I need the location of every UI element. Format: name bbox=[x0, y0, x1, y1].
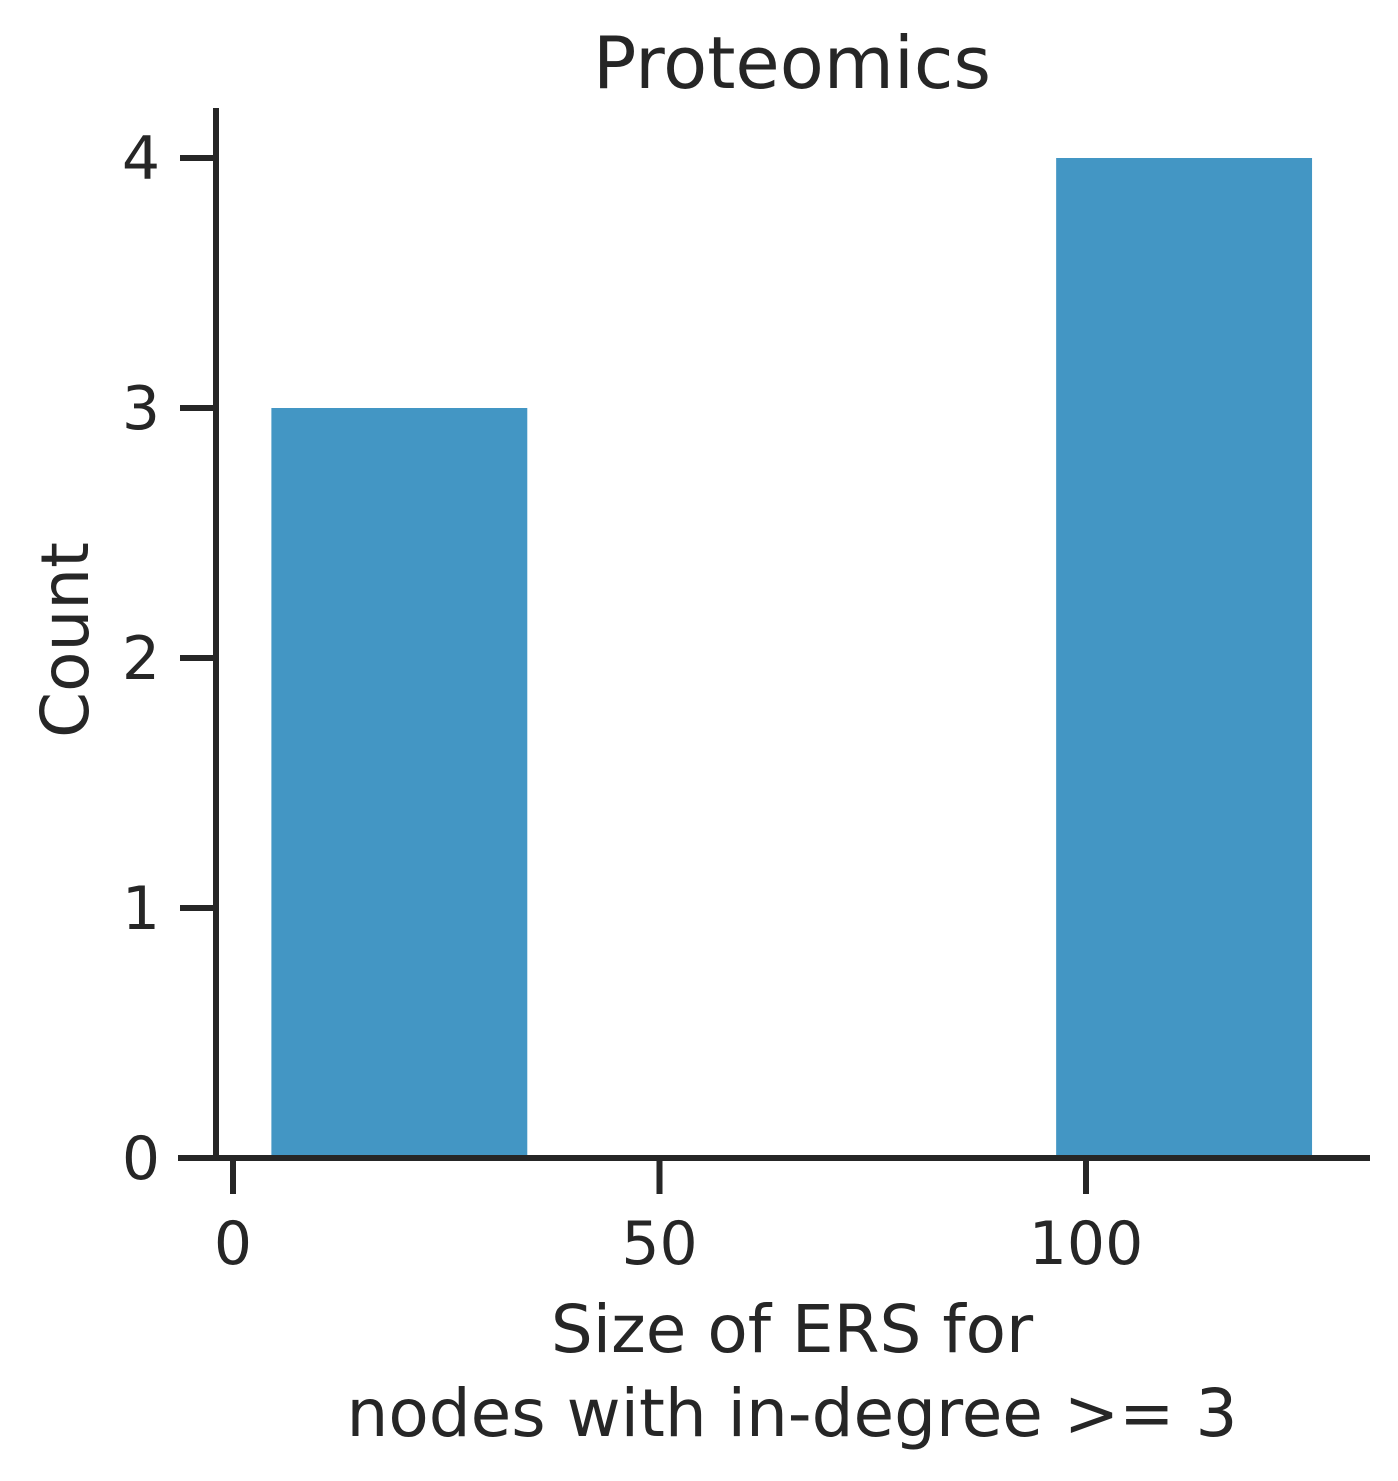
bars bbox=[271, 158, 1313, 1158]
x-tick-label-100: 100 bbox=[1029, 1209, 1144, 1279]
y-axis-label: Count bbox=[27, 542, 104, 738]
histogram-bar-0 bbox=[271, 408, 528, 1158]
y-tick-label-4: 4 bbox=[122, 124, 160, 194]
y-tick-label-0: 0 bbox=[122, 1124, 160, 1194]
histogram-bar-3 bbox=[1056, 158, 1313, 1158]
x-axis-label-line-1: Size of ERS for bbox=[551, 1291, 1034, 1368]
chart-title: Proteomics bbox=[593, 21, 991, 105]
y-tick-label-2: 2 bbox=[122, 624, 160, 694]
x-tick-label-0: 0 bbox=[214, 1209, 252, 1279]
y-tick-label-3: 3 bbox=[122, 374, 160, 444]
y-tick-label-1: 1 bbox=[122, 874, 160, 944]
x-tick-label-50: 50 bbox=[621, 1209, 697, 1279]
x-axis-label-line-2: nodes with in-degree >= 3 bbox=[347, 1375, 1238, 1452]
axes: 0 1 2 3 4 0 50 100 bbox=[122, 108, 1370, 1279]
